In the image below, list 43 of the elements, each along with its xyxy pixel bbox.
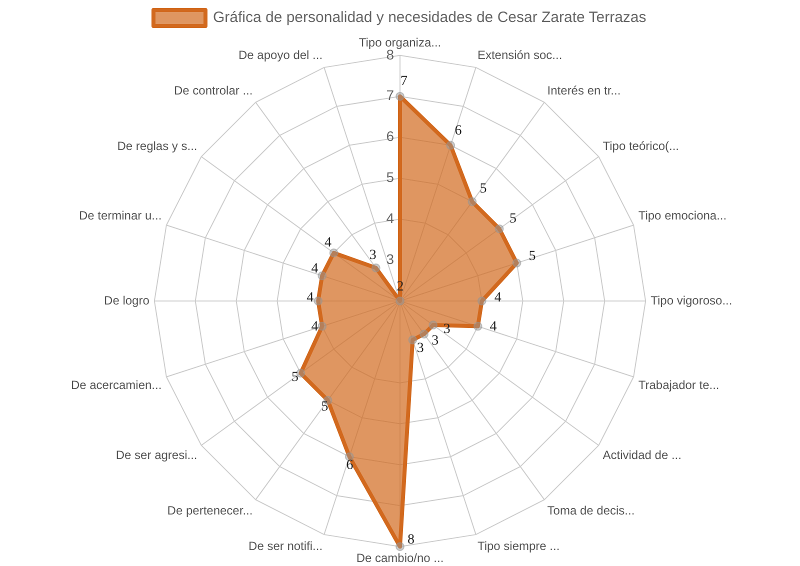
spoke-label: Tipo vigoroso... (650, 293, 732, 308)
spoke-label: De logro (104, 293, 150, 308)
data-label: 5 (321, 400, 328, 415)
data-label: 3 (369, 248, 376, 263)
spoke-label: De acercamien... (70, 378, 162, 392)
data-label: 6 (454, 124, 462, 139)
data-label: 4 (324, 236, 332, 250)
spoke-label: De ser agresi... (116, 448, 198, 462)
spoke-label: De apoyo del ... (238, 48, 323, 62)
spoke-label: De controlar ... (174, 83, 253, 98)
spoke-label: Tipo teórico(... (602, 138, 679, 153)
spoke-label: Interés en tr... (547, 83, 621, 98)
spoke-label: De reglas y s... (117, 138, 198, 153)
spoke-label: Toma de decis... (547, 503, 635, 518)
y-tick-label: 7 (386, 87, 394, 104)
data-label: 4 (306, 290, 314, 306)
spoke-label: Tipo siempre ... (477, 538, 560, 553)
data-label: 5 (291, 370, 298, 385)
data-label: 4 (311, 320, 318, 335)
data-label: 3 (432, 333, 439, 348)
spoke-label: Actividad de ... (602, 448, 682, 462)
data-label: 5 (528, 249, 536, 264)
data-label: 8 (408, 532, 414, 548)
spoke-label: De cambio/no ... (356, 551, 444, 566)
data-label: 6 (346, 458, 354, 473)
spoke-label: De terminar u... (78, 208, 162, 223)
y-tick-label: 6 (386, 128, 394, 144)
spoke-label: Extensión soc... (477, 48, 562, 62)
data-label: 7 (400, 74, 408, 90)
legend-label: Gráfica de personalidad y necesidades de Cesar Zarate Terrazas (212, 9, 646, 26)
spoke-label: Tipo emociona... (638, 208, 727, 223)
spoke-label: De ser notifi... (248, 538, 323, 553)
data-label: 4 (490, 320, 497, 335)
y-tick-label: 4 (386, 210, 394, 226)
y-tick-label: 3 (386, 250, 394, 267)
spoke-label: De pertenecer... (167, 503, 253, 518)
data-label: 5 (480, 182, 487, 197)
data-label: 5 (510, 211, 517, 226)
y-tick-label: 5 (386, 169, 394, 186)
data-label: 4 (311, 262, 318, 277)
data-label: 4 (494, 290, 502, 306)
data-label: 3 (416, 341, 424, 356)
spoke-label: Trabajador te... (638, 378, 720, 392)
